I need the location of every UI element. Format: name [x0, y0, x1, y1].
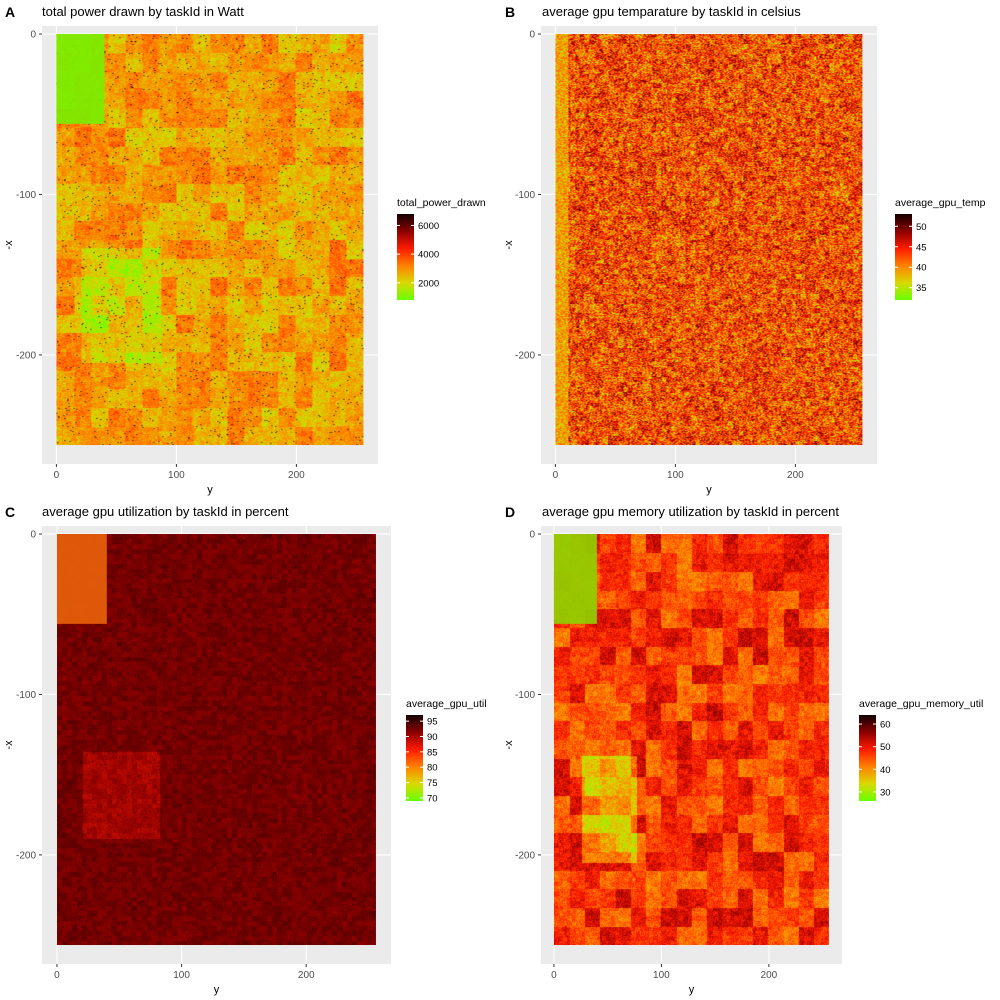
y-axis-title: -x — [3, 740, 15, 750]
panel-d: D average gpu memory utilization by task… — [500, 500, 1000, 1000]
legend-label: 45 — [916, 242, 927, 253]
y-tick-label: -200 — [16, 850, 36, 861]
x-axis-title: y — [214, 984, 220, 996]
y-axis-title: -x — [503, 240, 515, 250]
y-axis-title: -x — [3, 240, 15, 250]
panel-tag: D — [505, 504, 516, 520]
legend-label: 50 — [916, 222, 927, 233]
x-axis-title: y — [706, 484, 712, 496]
x-axis-title: y — [207, 484, 213, 496]
legend-label: 6000 — [418, 221, 439, 232]
legend-title: average_gpu_temp — [895, 197, 986, 209]
x-tick-label: 200 — [298, 970, 315, 981]
legend-colorbar — [397, 214, 414, 300]
y-axis-title: -x — [503, 740, 515, 750]
panel-tag: C — [5, 504, 16, 520]
heatmap-tiles — [553, 534, 829, 946]
heatmap-plot: 0 100 200 0 -100 -200 y -x average_gpu_memory_ut… — [503, 526, 983, 996]
x-tick-label: 0 — [54, 470, 60, 481]
heatmap-block — [56, 34, 105, 124]
legend-label: 4000 — [418, 250, 439, 261]
y-tick-label: -100 — [515, 190, 535, 201]
x-tick-label: 0 — [54, 970, 60, 981]
legend-label: 30 — [880, 787, 891, 798]
heatmap-block — [553, 534, 597, 624]
panel-c: C average gpu utilization by taskId in p… — [0, 500, 500, 1000]
y-tick-label: 0 — [30, 530, 36, 541]
legend-colorbar — [406, 715, 423, 801]
legend-label: 2000 — [418, 278, 439, 289]
chart-title: average gpu temparature by taskId in cel… — [542, 4, 801, 19]
legend-title: total_power_drawn — [397, 197, 486, 209]
legend-label: 80 — [427, 763, 438, 774]
heatmap-tiles — [555, 34, 863, 446]
panel-tag: B — [505, 4, 516, 20]
panel-b: B average gpu temparature by taskId in c… — [500, 0, 1000, 500]
y-tick-label: 0 — [529, 30, 535, 41]
panel-tag: A — [5, 4, 16, 20]
legend-colorbar — [859, 715, 876, 801]
heatmap-block — [56, 534, 107, 624]
heatmap-plot: 0 100 200 0 -100 -200 y -x average_gpu_temp 35 40 4… — [503, 26, 986, 496]
x-tick-label: 200 — [787, 470, 804, 481]
legend-title: average_gpu_util — [406, 698, 487, 710]
x-tick-label: 200 — [761, 970, 778, 981]
x-tick-label: 100 — [173, 970, 190, 981]
legend-label: 85 — [427, 747, 438, 758]
panel-a: A total power drawn by taskId in Watt 0 1… — [0, 0, 500, 500]
legend-label: 35 — [916, 283, 927, 294]
heatmap-plot: 0 100 2000-100-200y-xtotal_power_drawn2000… — [3, 26, 486, 496]
chart-title: average gpu utilization by taskId in per… — [42, 504, 289, 519]
y-tick-label: -100 — [16, 190, 36, 201]
x-tick-label: 0 — [553, 470, 559, 481]
chart-title: total power drawn by taskId in Watt — [42, 4, 244, 19]
y-tick-label: -100 — [515, 690, 535, 701]
heatmap-tiles — [56, 34, 364, 446]
chart-title: average gpu memory utilization by taskId… — [542, 504, 839, 519]
x-axis-title: y — [689, 984, 695, 996]
x-tick-label: 200 — [288, 470, 305, 481]
legend-label: 40 — [880, 765, 891, 776]
y-tick-label: -200 — [515, 850, 535, 861]
x-tick-label: 100 — [667, 470, 684, 481]
y-tick-label: 0 — [30, 30, 36, 41]
legend-label: 75 — [427, 778, 438, 789]
legend-label: 40 — [916, 263, 927, 274]
y-tick-label: 0 — [529, 530, 535, 541]
legend-label: 60 — [880, 720, 891, 731]
legend-label: 50 — [880, 742, 891, 753]
y-tick-label: -200 — [515, 350, 535, 361]
heatmap-plot: 0 100 200 0 -100 -200 y -x average_gpu_util 70 75 8… — [3, 526, 487, 996]
legend-title: average_gpu_memory_util — [859, 698, 983, 710]
legend-label: 90 — [427, 732, 438, 743]
x-tick-label: 0 — [551, 970, 557, 981]
x-tick-label: 100 — [168, 470, 185, 481]
legend-label: 95 — [427, 717, 438, 728]
x-tick-label: 100 — [653, 970, 670, 981]
legend-label: 70 — [427, 793, 438, 804]
y-tick-label: -100 — [16, 690, 36, 701]
y-tick-label: -200 — [16, 350, 36, 361]
legend-colorbar — [895, 214, 912, 300]
heatmap-tiles — [56, 534, 376, 946]
